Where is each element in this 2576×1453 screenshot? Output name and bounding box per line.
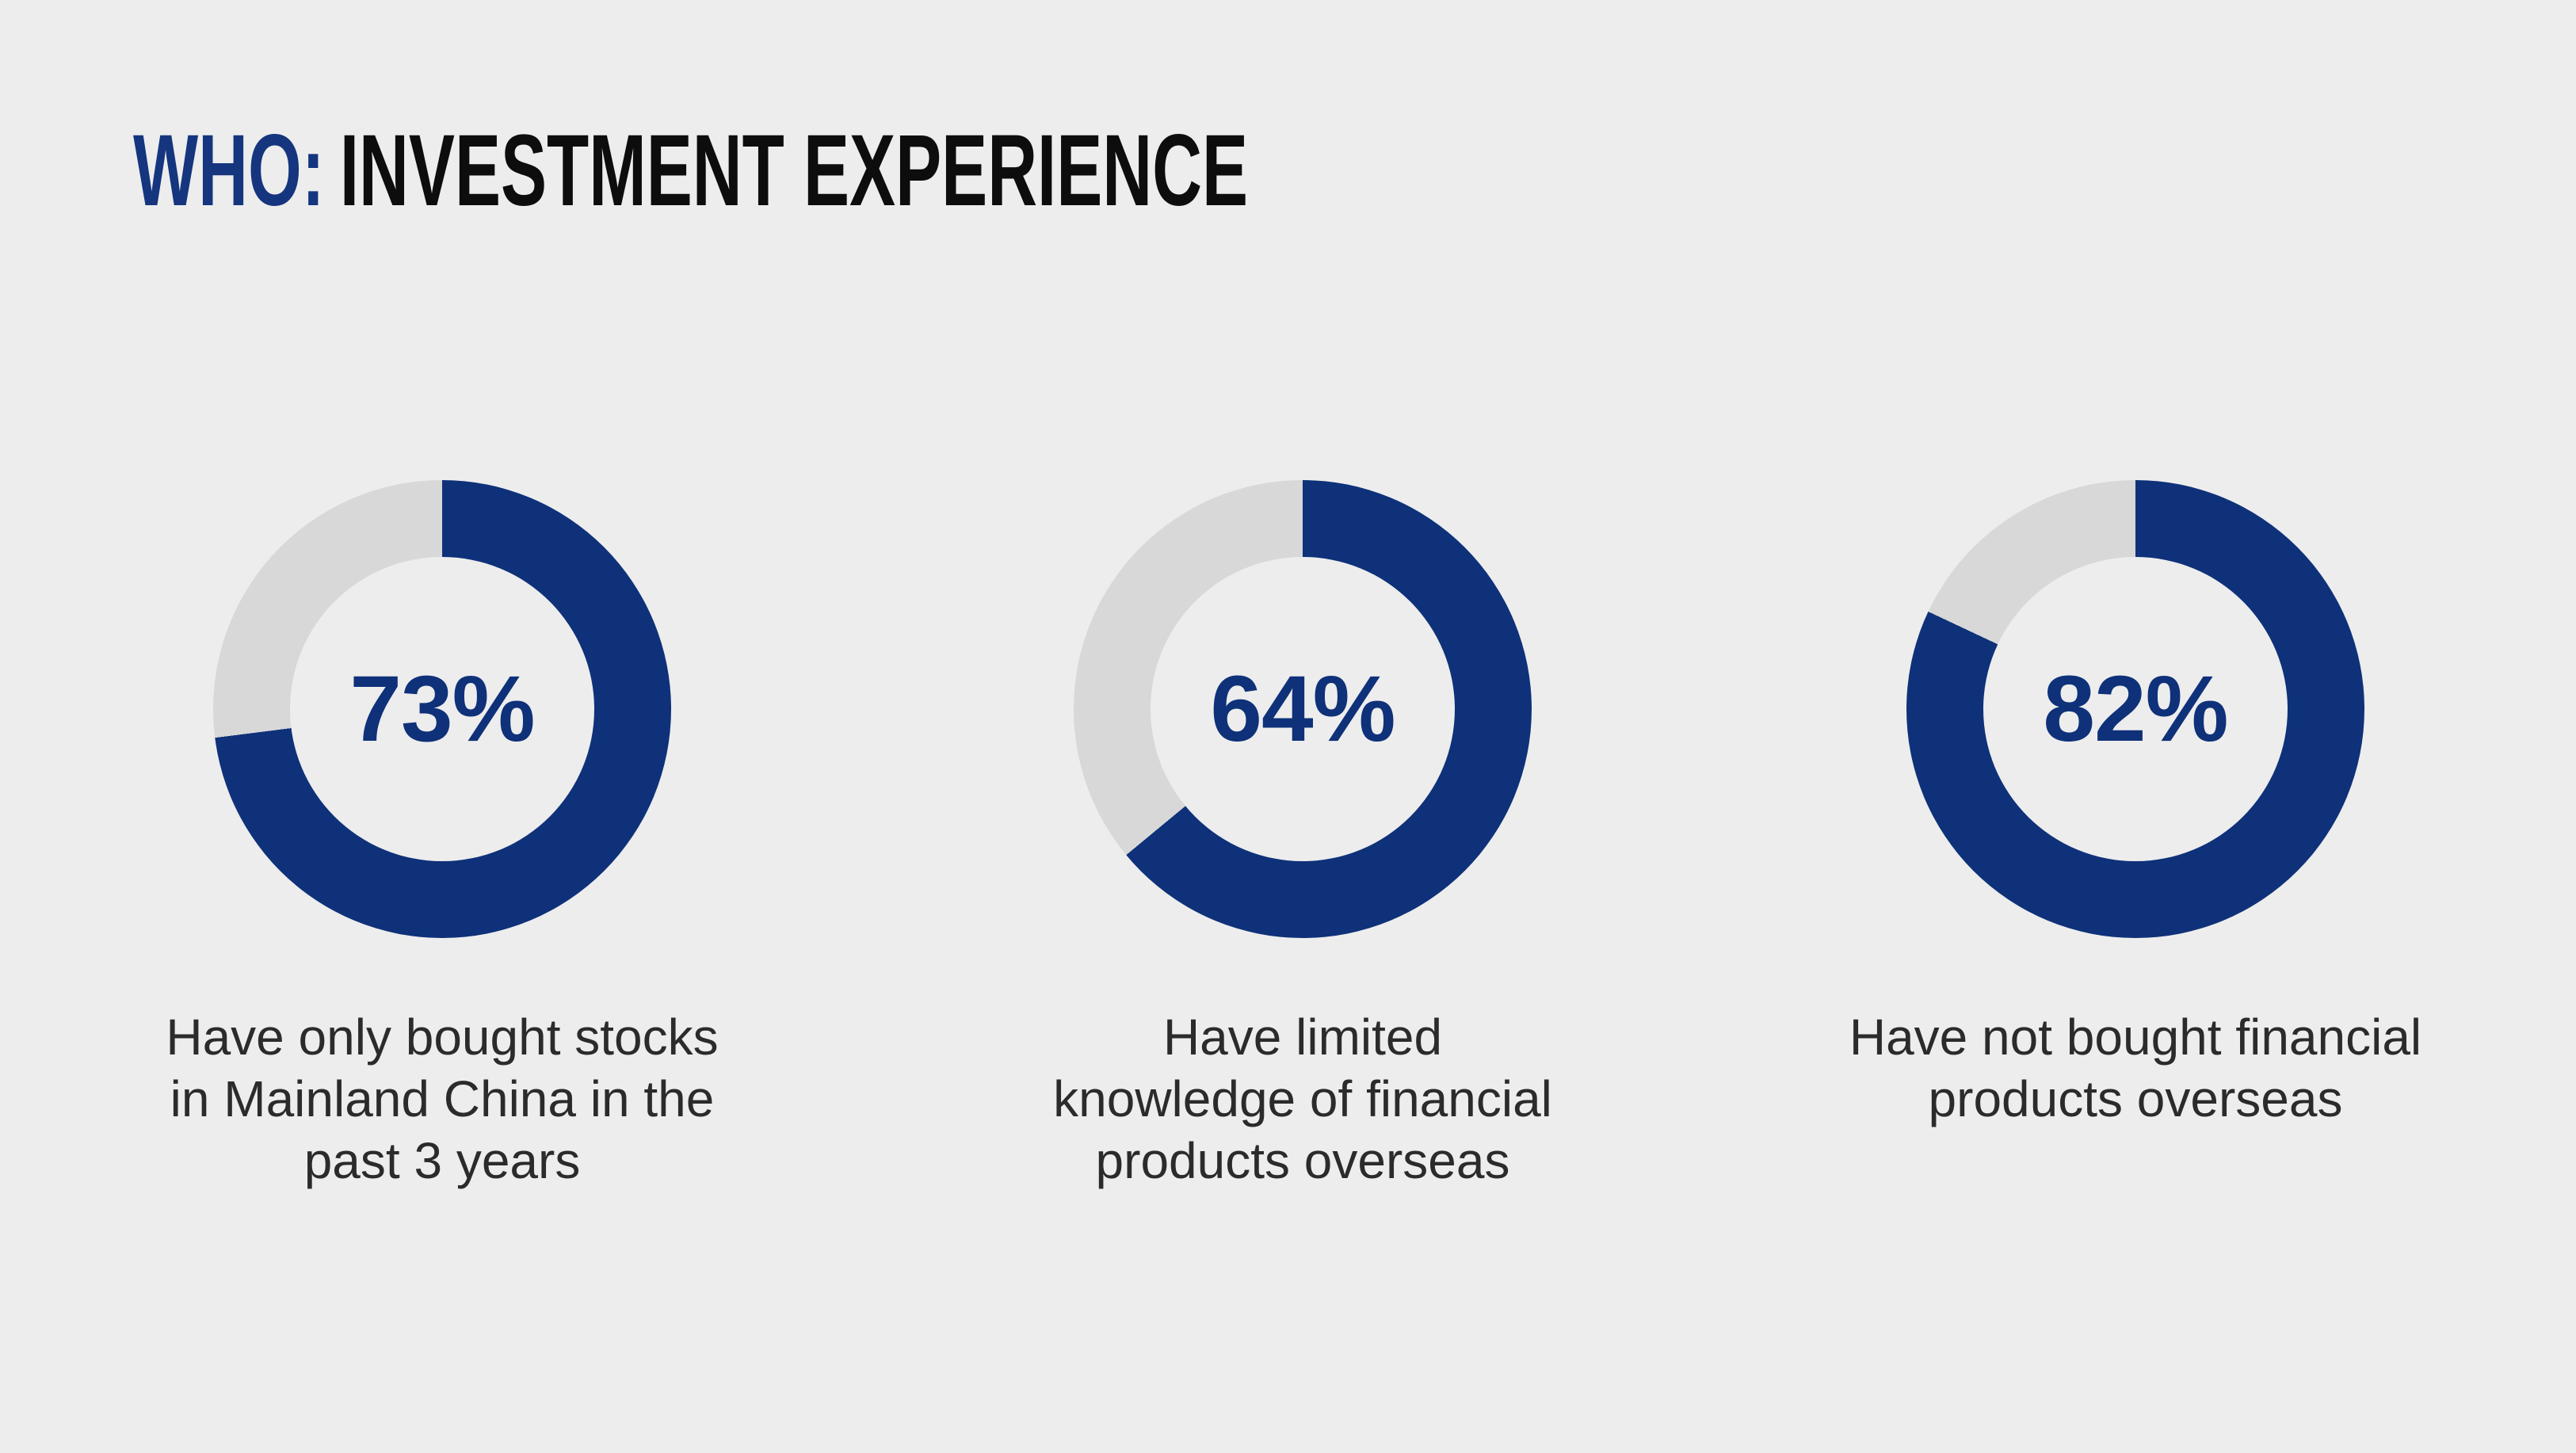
percent-label: 73% xyxy=(349,657,535,761)
page-title: WHO: INVESTMENT EXPERIENCE xyxy=(133,120,1248,222)
donut-chart-figure: 64% Have limited knowledge of financial … xyxy=(930,480,1675,1192)
chart-caption: Have only bought stocks in Mainland Chin… xyxy=(166,1009,719,1189)
page-title-text: INVESTMENT EXPERIENCE xyxy=(339,114,1249,227)
percent-label: 64% xyxy=(1210,657,1395,761)
page-title-prefix: WHO: xyxy=(133,114,325,227)
chart-caption: Have limited knowledge of financial prod… xyxy=(1053,1009,1552,1189)
percent-label: 82% xyxy=(2043,657,2228,761)
donut-chart-figure: 73% Have only bought stocks in Mainland … xyxy=(70,480,815,1192)
donut-chart-figure: 82% Have not bought financial products o… xyxy=(1763,480,2508,1130)
donut-chart: 73% xyxy=(213,480,671,938)
donut-chart: 82% xyxy=(1906,480,2364,938)
chart-caption: Have not bought financial products overs… xyxy=(1849,1009,2422,1127)
donut-chart: 64% xyxy=(1074,480,1532,938)
